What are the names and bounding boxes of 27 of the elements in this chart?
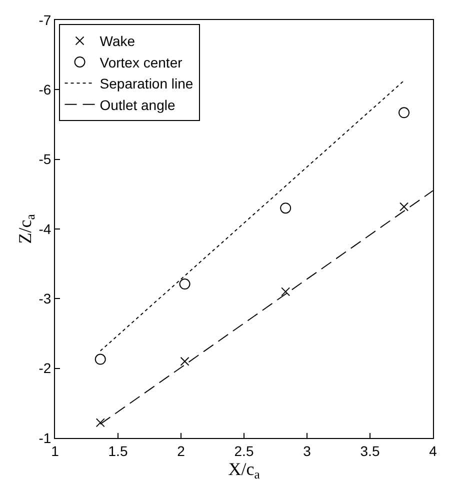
y-tick-label: -7 <box>38 12 52 28</box>
point <box>280 202 292 214</box>
y-tick-label: -6 <box>38 82 52 98</box>
x-axis-title: X/c$_{a}$ <box>228 458 260 482</box>
legend-label: Outlet angle <box>100 96 176 113</box>
x-tick-label: 1.5 <box>108 442 128 459</box>
x-tick-label: 4 <box>429 442 438 459</box>
y-tick-label: -1 <box>38 430 52 446</box>
point <box>94 354 106 365</box>
y-tick-label: -3 <box>38 290 52 307</box>
point <box>400 202 409 212</box>
x-tick-label: 2.5 <box>234 442 254 459</box>
point <box>96 418 105 428</box>
point <box>281 287 290 296</box>
legend-label: Vortex center <box>100 54 183 70</box>
legend-label: Wake <box>100 33 136 50</box>
y-tick-label: -5 <box>38 151 52 168</box>
point <box>398 107 410 118</box>
x-tick-label: 1 <box>51 442 60 459</box>
legend-label: Separation line <box>100 76 194 92</box>
y-tick-label: -2 <box>38 360 52 376</box>
x-tick-label: 2 <box>177 442 186 459</box>
x-tick-label: 3.5 <box>360 442 380 459</box>
point <box>179 278 190 290</box>
y-tick-label: -4 <box>38 220 52 237</box>
x-tick-label: 3 <box>303 442 312 459</box>
point <box>180 356 190 366</box>
